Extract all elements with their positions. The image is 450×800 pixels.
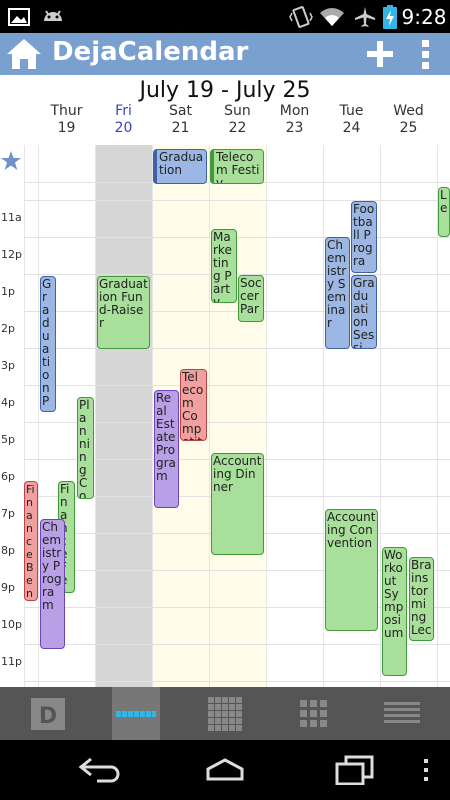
event-block[interactable]: Graduation — [153, 149, 207, 184]
hour-label: 12p — [1, 248, 22, 261]
event-block[interactable]: Le — [438, 187, 450, 237]
home-nav-icon[interactable] — [194, 740, 256, 800]
day-headers: Thur 19 Fri 20 Sat 21 Sun 22 Mon 23 Tue 24 Wed… — [0, 100, 450, 142]
day-name: Sun — [224, 103, 251, 119]
day-name: Sat — [169, 103, 192, 119]
action-bar: DejaCalendar — [0, 33, 450, 75]
event-block[interactable]: Graduation Sessi — [351, 275, 377, 349]
event-block[interactable]: Accounting Dinner — [211, 453, 264, 555]
hour-label: 11a — [1, 211, 22, 224]
day-date: 20 — [114, 120, 133, 136]
hour-label: 5p — [1, 433, 15, 446]
day-view-icon[interactable]: D — [16, 687, 80, 740]
day-date: 22 — [228, 120, 247, 136]
home-icon[interactable] — [5, 37, 43, 71]
day-date: 21 — [171, 120, 190, 136]
day-header[interactable]: Mon 23 — [266, 100, 323, 137]
add-icon[interactable] — [364, 38, 396, 70]
wifi-icon — [316, 0, 348, 33]
hour-label: 8p — [1, 544, 15, 557]
back-icon[interactable] — [70, 740, 130, 800]
overflow-menu-icon[interactable] — [416, 38, 436, 70]
event-block[interactable]: Chemistry Seminar — [325, 237, 350, 349]
app-title: DejaCalendar — [52, 37, 249, 67]
event-block[interactable]: Workout Symposium — [382, 547, 407, 676]
menu-dots-icon[interactable] — [414, 740, 438, 800]
event-block[interactable]: Chemistry Program — [40, 519, 65, 649]
day-header[interactable]: Thur 19 — [38, 100, 95, 137]
view-selector-bar: D — [0, 687, 450, 740]
event-block[interactable]: Accounting Convention — [325, 509, 378, 631]
day-name: Tue — [339, 103, 364, 119]
day-name: Fri — [115, 103, 132, 119]
day-date: 24 — [342, 120, 361, 136]
star-icon — [0, 150, 22, 172]
week-view-icon[interactable] — [112, 687, 160, 740]
recent-apps-icon[interactable] — [326, 740, 382, 800]
hour-label: 1p — [1, 285, 15, 298]
airplane-icon — [350, 0, 380, 33]
today-column — [95, 145, 152, 687]
event-block[interactable]: Real Estate Program — [154, 390, 179, 508]
hour-label: 3p — [1, 359, 15, 372]
day-header[interactable]: Sun 22 — [209, 100, 266, 137]
svg-text:D: D — [39, 704, 57, 729]
vibrate-icon — [286, 0, 316, 33]
day-name: Wed — [393, 103, 424, 119]
day-header[interactable]: Sat 21 — [152, 100, 209, 137]
status-bar: 9:28 — [0, 0, 450, 33]
week-range: July 19 - July 25 — [139, 78, 311, 103]
day-date: 25 — [399, 120, 418, 136]
day-date: 19 — [57, 120, 76, 136]
hour-label: 11p — [1, 655, 22, 668]
event-block[interactable]: Marketing Party — [211, 229, 237, 303]
event-block[interactable]: Planning Co — [77, 397, 94, 499]
day-name: Thur — [50, 103, 83, 119]
event-block[interactable]: Brainstorming Lec — [409, 557, 434, 641]
day-date: 23 — [285, 120, 304, 136]
android-icon — [38, 0, 68, 33]
hour-label: 4p — [1, 396, 15, 409]
system-nav-bar — [0, 740, 450, 800]
day-header-today[interactable]: Fri 20 — [95, 100, 152, 137]
event-block[interactable]: Football Progra — [351, 201, 377, 273]
event-block[interactable]: Telecom Festiv — [210, 149, 264, 184]
event-block[interactable]: Fi nance Bene fit — [24, 481, 38, 601]
event-block[interactable]: Graduation Party — [40, 276, 56, 412]
event-block[interactable]: Graduation Fund-Raiser — [97, 276, 150, 349]
battery-charging-icon — [380, 0, 400, 33]
day-header[interactable]: Wed 25 — [380, 100, 437, 137]
month-view-icon[interactable] — [193, 687, 257, 740]
day-name: Mon — [279, 103, 310, 119]
image-icon — [4, 0, 34, 33]
hour-label: 7p — [1, 507, 15, 520]
event-block[interactable]: Soccer Par — [238, 275, 264, 322]
day-header[interactable]: Tue 24 — [323, 100, 380, 137]
hour-label: 2p — [1, 322, 15, 335]
event-block[interactable]: Telecom Competiti — [180, 369, 207, 441]
hour-label: 10p — [1, 618, 22, 631]
list-view-icon[interactable] — [370, 687, 434, 740]
status-time: 9:28 — [401, 4, 447, 29]
hour-label: 9p — [1, 581, 15, 594]
hour-label: 6p — [1, 470, 15, 483]
week-grid[interactable]: 11a 12p 1p 2p 3p 4p 5p 6p 7p 8p 9p 10p 1… — [0, 145, 450, 687]
grid-view-icon[interactable] — [282, 687, 346, 740]
